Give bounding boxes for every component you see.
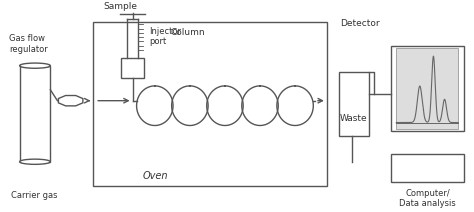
Ellipse shape xyxy=(19,159,50,164)
Ellipse shape xyxy=(19,63,50,68)
Bar xyxy=(396,48,458,129)
Bar xyxy=(93,22,327,186)
Bar xyxy=(391,46,464,131)
Polygon shape xyxy=(58,96,83,106)
Text: Waste: Waste xyxy=(340,114,368,123)
Text: Sample: Sample xyxy=(104,2,138,11)
Text: Column: Column xyxy=(171,28,205,37)
Bar xyxy=(338,72,369,136)
Text: Injector
port: Injector port xyxy=(150,27,182,46)
Text: Gas flow
regulator: Gas flow regulator xyxy=(9,34,48,54)
Bar xyxy=(121,58,144,78)
Text: Detector: Detector xyxy=(340,19,380,28)
Text: Carrier gas: Carrier gas xyxy=(11,191,58,200)
Text: Oven: Oven xyxy=(143,171,168,181)
Text: Computer/
Data analysis: Computer/ Data analysis xyxy=(399,189,456,208)
Bar xyxy=(391,154,464,182)
Bar xyxy=(19,66,50,162)
